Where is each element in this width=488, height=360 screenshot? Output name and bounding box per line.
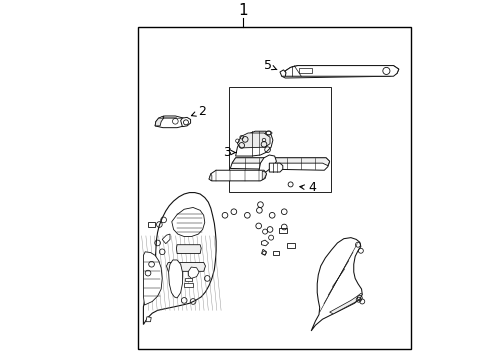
Polygon shape [261, 249, 266, 255]
Polygon shape [162, 234, 170, 244]
Polygon shape [280, 70, 285, 76]
Polygon shape [188, 267, 199, 278]
Bar [279, 228, 286, 233]
Polygon shape [155, 116, 163, 126]
Text: 2: 2 [191, 105, 205, 118]
Polygon shape [258, 155, 276, 172]
Bar [286, 243, 294, 248]
Text: 5: 5 [263, 59, 276, 72]
Polygon shape [264, 131, 272, 135]
Text: 3: 3 [223, 146, 236, 159]
Polygon shape [230, 158, 329, 170]
Bar [299, 68, 311, 73]
Polygon shape [329, 293, 362, 314]
Bar [148, 222, 155, 227]
Bar [228, 87, 331, 192]
Bar [184, 283, 193, 287]
Polygon shape [143, 193, 216, 324]
Polygon shape [166, 262, 205, 271]
Text: 4: 4 [299, 181, 315, 194]
Polygon shape [168, 260, 182, 298]
Polygon shape [285, 66, 398, 76]
Polygon shape [310, 238, 362, 331]
Text: 1: 1 [238, 3, 247, 18]
Polygon shape [232, 158, 329, 166]
Polygon shape [235, 131, 272, 156]
Polygon shape [281, 66, 398, 78]
Polygon shape [208, 170, 266, 181]
Bar [184, 278, 192, 281]
Bar [272, 251, 279, 255]
Bar [138, 27, 410, 349]
Polygon shape [171, 207, 204, 237]
Polygon shape [155, 116, 185, 128]
Polygon shape [261, 240, 268, 246]
Polygon shape [237, 133, 269, 148]
Polygon shape [176, 245, 201, 253]
Polygon shape [262, 171, 266, 180]
Polygon shape [208, 174, 211, 181]
Polygon shape [143, 252, 162, 305]
Polygon shape [269, 163, 282, 172]
Polygon shape [145, 317, 151, 322]
Polygon shape [180, 117, 190, 127]
